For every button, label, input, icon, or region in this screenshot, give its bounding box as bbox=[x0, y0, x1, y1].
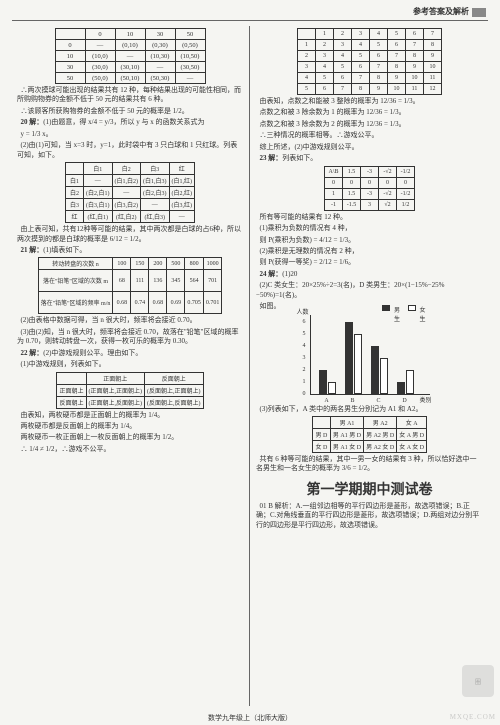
bar-chart: 男生 女生 人数 0 1 2 3 4 5 6 A B C D 类别 bbox=[310, 315, 430, 395]
right-column: 1234567 12345678 23456789 345678910 4567… bbox=[250, 26, 488, 706]
para: (3)列表如下，A 类中的两名男生分别记为 A1 和 A2。 bbox=[256, 405, 483, 414]
para: ∴ 1/4 ≠ 1/2，∴游戏不公平。 bbox=[17, 445, 243, 454]
para: (2)由表格中数据可得，当 n 很大时，频率将会接近 0.70。 bbox=[17, 316, 243, 325]
y-axis-label: 人数 bbox=[297, 307, 309, 316]
q20: 20 解：(1)由题意，得 x/4 = y/3，所以 y 与 x 的函数关系式为 bbox=[17, 118, 243, 127]
q24: 24 解：(1)20 bbox=[256, 270, 483, 279]
para: 点数之和被 3 除余数为 1 的概率为 12/36 = 1/3。 bbox=[256, 108, 483, 117]
left-column: 0103050 0—(0,10)(0,30)(0,50) 10(10,0)—(1… bbox=[12, 26, 250, 706]
para: 共有 6 种等可能的结果，其中一男一女的结果有 3 种，所以恰好选中一名男生和一… bbox=[256, 455, 483, 474]
ytick: 5 bbox=[303, 331, 306, 337]
para: ∴三种情况的概率相等。∴游戏公平。 bbox=[256, 131, 483, 140]
bar-a-female bbox=[328, 382, 336, 394]
q23: 23 解：列表如下。 bbox=[256, 154, 483, 163]
para: 点数之和被 3 除余数为 2 的概率为 12/36 = 1/3。 bbox=[256, 120, 483, 129]
q21: 21 解：(1)填表如下。 bbox=[17, 246, 243, 255]
para: 由表知，两枚硬币都是正面朝上的概率为 1/4。 bbox=[17, 411, 243, 420]
para: 则 P(获得一等奖) = 2/12 = 1/6。 bbox=[256, 258, 483, 267]
table-5: 1234567 12345678 23456789 345678910 4567… bbox=[297, 28, 442, 95]
bar-c-female bbox=[380, 358, 388, 394]
para: (2)C 类女生：20×25%÷2=3(名)，D 类男生：20×(1−15%−2… bbox=[256, 281, 483, 300]
para: 综上所述，(2)中游戏规则公平。 bbox=[256, 143, 483, 152]
table-2: 白1白2白3红 白1—(白1,白2)(白1,白3)(白1,红) 白2(白2,白1… bbox=[65, 162, 195, 223]
bar-d-female bbox=[406, 370, 414, 394]
watermark-icon: 圈 bbox=[462, 665, 494, 697]
para: 两枚硬币都是反面朝上的概率为 1/4。 bbox=[17, 422, 243, 431]
ytick: 4 bbox=[303, 343, 306, 349]
table-3: 转动转盘的次数 n1001502005008001000 落在"铅笔"区域的次数… bbox=[38, 257, 223, 314]
table-4: 正面朝上反面朝上 正面朝上(正面朝上,正面朝上)(反面朝上,正面朝上) 反面朝上… bbox=[56, 372, 203, 409]
para: (2)乘积是无理数的情况有 2 种， bbox=[256, 247, 483, 256]
para: (1)乘积为负数的情况有 4 种， bbox=[256, 224, 483, 233]
bar-d-male bbox=[397, 382, 405, 394]
page-header: 参考答案及解析 bbox=[413, 6, 486, 17]
para: 两枚硬币一枚正面朝上一枚反面朝上的概率为 1/2。 bbox=[17, 433, 243, 442]
ytick: 0 bbox=[303, 391, 306, 397]
table-6: A\B1.5-3-√2-1/2 00000 11.5-3-√2-1/2 -1-1… bbox=[324, 166, 415, 211]
ytick: 3 bbox=[303, 355, 306, 361]
table-7: 男 A1男 A2女 A 男 D男 A1 男 D男 A2 男 D女 A 男 D 女… bbox=[312, 416, 427, 453]
ytick: 2 bbox=[303, 367, 306, 373]
para: (3)由(2)知，当 n 很大时，频率将会接近 0.70，故落在"铅笔"区域的概… bbox=[17, 328, 243, 347]
para: 由上表可知，共有12种等可能的结果，其中两次都是白球的占6种，所以两次摸到的都是… bbox=[17, 225, 243, 244]
xlabel: B bbox=[343, 398, 363, 404]
xlabel: A bbox=[317, 398, 337, 404]
para: ∴两次摸球可能出现的结果共有 12 种，每种结果出现的可能性相同，而所购购物券的… bbox=[17, 86, 243, 105]
q22: 22 解：(2)中游戏规则公平。理由如下。 bbox=[17, 349, 243, 358]
para: 如图。 bbox=[256, 302, 483, 311]
chart-legend: 男生 女生 bbox=[380, 305, 430, 311]
para: 01 B 解析：A.一组邻边相等的平行四边形是菱形，故选项错误；B.正确；C.对… bbox=[256, 502, 483, 530]
x-axis-label: 类别 bbox=[411, 395, 441, 404]
bar-a-male bbox=[319, 370, 327, 394]
para: ∴该顾客所获购物券的金额不低于 50 元的概率是 1/2。 bbox=[17, 107, 243, 116]
para: 所有等可能的结果有 12 种。 bbox=[256, 213, 483, 222]
para: y = 1/3 x。 bbox=[17, 130, 243, 139]
para: 由表知，点数之和能被 3 整除的概率为 12/36 = 1/3。 bbox=[256, 97, 483, 106]
section-title: 第一学期期中测试卷 bbox=[256, 479, 483, 499]
table-1: 0103050 0—(0,10)(0,30)(0,50) 10(10,0)—(1… bbox=[55, 28, 206, 84]
ytick: 6 bbox=[303, 319, 306, 325]
bar-b-male bbox=[345, 322, 353, 394]
bar-b-female bbox=[354, 334, 362, 394]
bar-c-male bbox=[371, 346, 379, 394]
page-footer: 数学九年级上（北师大版） bbox=[0, 713, 500, 723]
header-rule bbox=[12, 20, 488, 21]
content-columns: 0103050 0—(0,10)(0,30)(0,50) 10(10,0)—(1… bbox=[12, 26, 488, 706]
xlabel: C bbox=[369, 398, 389, 404]
ytick: 1 bbox=[303, 379, 306, 385]
para: 则 P(乘积为负数) = 4/12 = 1/3。 bbox=[256, 236, 483, 245]
para: (1)中游戏规则，列表如下。 bbox=[17, 360, 243, 369]
para: (2)由(1)可知，当 x=3 时，y=1，此时袋中有 3 只白球和 1 只红球… bbox=[17, 141, 243, 160]
